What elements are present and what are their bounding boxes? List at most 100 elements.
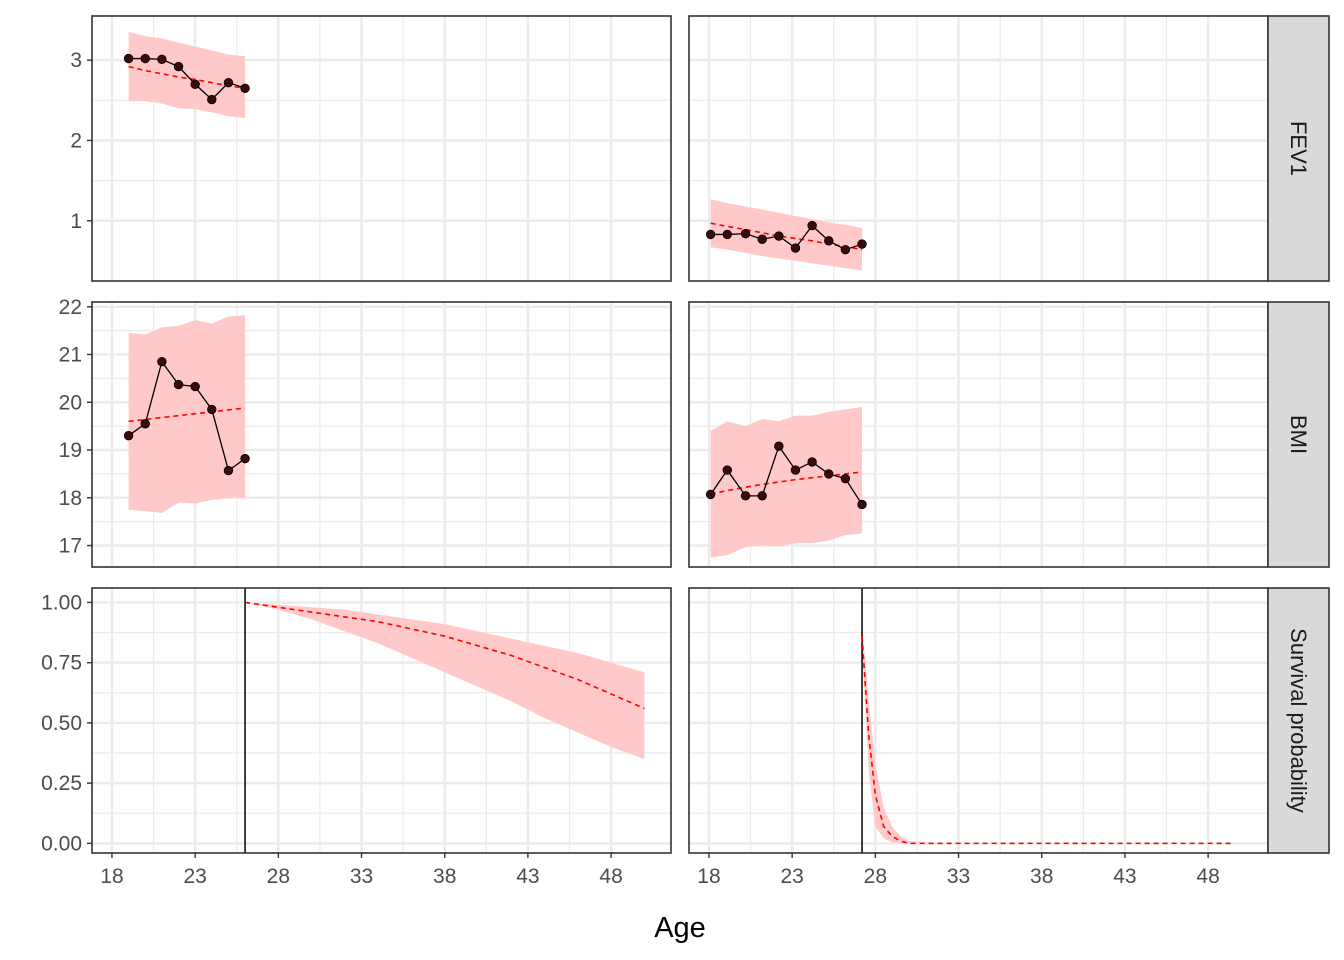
y-tick-label-survival-probability: 0.50 [41,712,82,735]
observed-point [157,356,167,367]
x-tick-label: 43 [1113,865,1136,888]
observed-point [190,79,200,89]
x-tick-label: 18 [100,865,123,888]
x-tick-label: 43 [516,865,539,888]
observed-point [123,53,134,64]
observed-point [774,231,784,241]
panel-border [91,587,672,854]
y-tick-label-bmi: 21 [59,344,82,367]
observed-point [223,465,234,476]
strips-layer: FEV1 BMI Survival probability [1267,15,1330,854]
x-axes-layer: 18 23 28 33 38 43 48 18 23 28 33 38 43 48 [100,853,1220,888]
fitted-line [128,407,246,423]
y-tick-label-bmi: 20 [59,391,82,414]
x-tick-label: 33 [947,865,970,888]
observed-point [240,83,250,93]
confidence-band [710,407,863,558]
y-tick-label-fev1: 2 [70,129,82,152]
observed-point [807,457,817,467]
y-tick-label-survival-probability: 0.25 [41,772,82,795]
confidence-band [245,602,645,760]
panel-data [123,315,250,514]
strip-bmi: BMI [1267,301,1330,568]
observed-point [757,491,767,501]
observed-point [705,489,716,500]
observed-point [140,53,150,64]
observed-point [207,404,217,415]
x-tick-label: 33 [350,865,373,888]
strip-background [1267,301,1330,568]
panel-fev1-1 [91,15,672,282]
x-tick-label: 28 [267,865,290,888]
strip-label: Survival probability [1286,628,1311,813]
panel-data [705,199,867,271]
panel-bmi-2 [688,301,1269,568]
observed-point [824,469,834,479]
panel-survival-probability-2 [688,587,1269,854]
panel-data [705,407,867,558]
strip-fev1: FEV1 [1267,15,1330,282]
panel-data [244,588,645,853]
y-tick-label-bmi: 18 [59,487,82,510]
fitted-line [710,471,863,495]
observed-point [123,430,134,441]
observed-line [128,360,246,472]
panel-bmi-1 [91,301,672,568]
observed-point [140,419,150,429]
strip-label: BMI [1286,415,1311,454]
y-tick-label-survival-probability: 1.00 [41,591,82,614]
x-tick-label: 18 [697,865,720,888]
x-axis-title: Age [654,912,706,944]
observed-point [722,465,732,475]
observed-point [157,54,167,65]
panel-border [91,15,672,282]
observed-point [824,236,834,246]
fitted-line [244,601,645,710]
strip-background [1267,587,1330,854]
observed-point [790,465,801,475]
observed-point [840,244,851,255]
observed-point [223,77,234,88]
observed-point [705,229,716,240]
observed-point [207,94,217,105]
panels-layer [91,15,1269,854]
observed-point [857,499,867,510]
strip-background [1267,15,1330,282]
x-tick-label: 28 [864,865,887,888]
y-tick-label-survival-probability: 0.75 [41,652,82,675]
y-tick-label-bmi: 17 [59,535,82,558]
y-tick-label-fev1: 3 [70,49,82,72]
x-tick-label: 38 [433,865,456,888]
panel-data [861,588,1235,853]
x-tick-label: 38 [1030,865,1053,888]
confidence-band [710,199,863,271]
observed-point [240,453,250,464]
y-tick-label-bmi: 19 [59,439,82,462]
x-tick-label: 48 [599,865,622,888]
observed-point [757,234,767,244]
observed-point [840,473,851,484]
x-tick-label: 23 [780,865,803,888]
observed-point [857,239,867,249]
panel-fev1-2 [688,15,1269,282]
observed-line [710,224,863,251]
observed-point [190,381,200,392]
observed-point [807,220,817,231]
y-tick-label-survival-probability: 0.00 [41,832,82,855]
y-tick-label-bmi: 22 [59,296,82,319]
observed-point [740,491,751,501]
panel-border [91,301,672,568]
strip-label: FEV1 [1286,121,1311,176]
observed-point [740,228,751,239]
y-tick-label-fev1: 1 [70,210,82,233]
observed-point [173,61,184,72]
observed-point [774,441,784,451]
observed-point [722,229,732,240]
observed-point [790,243,801,253]
x-tick-label: 23 [183,865,206,888]
panel-data [123,32,250,118]
fitted-line [128,65,246,90]
x-tick-label: 48 [1196,865,1219,888]
observed-line [710,444,863,505]
